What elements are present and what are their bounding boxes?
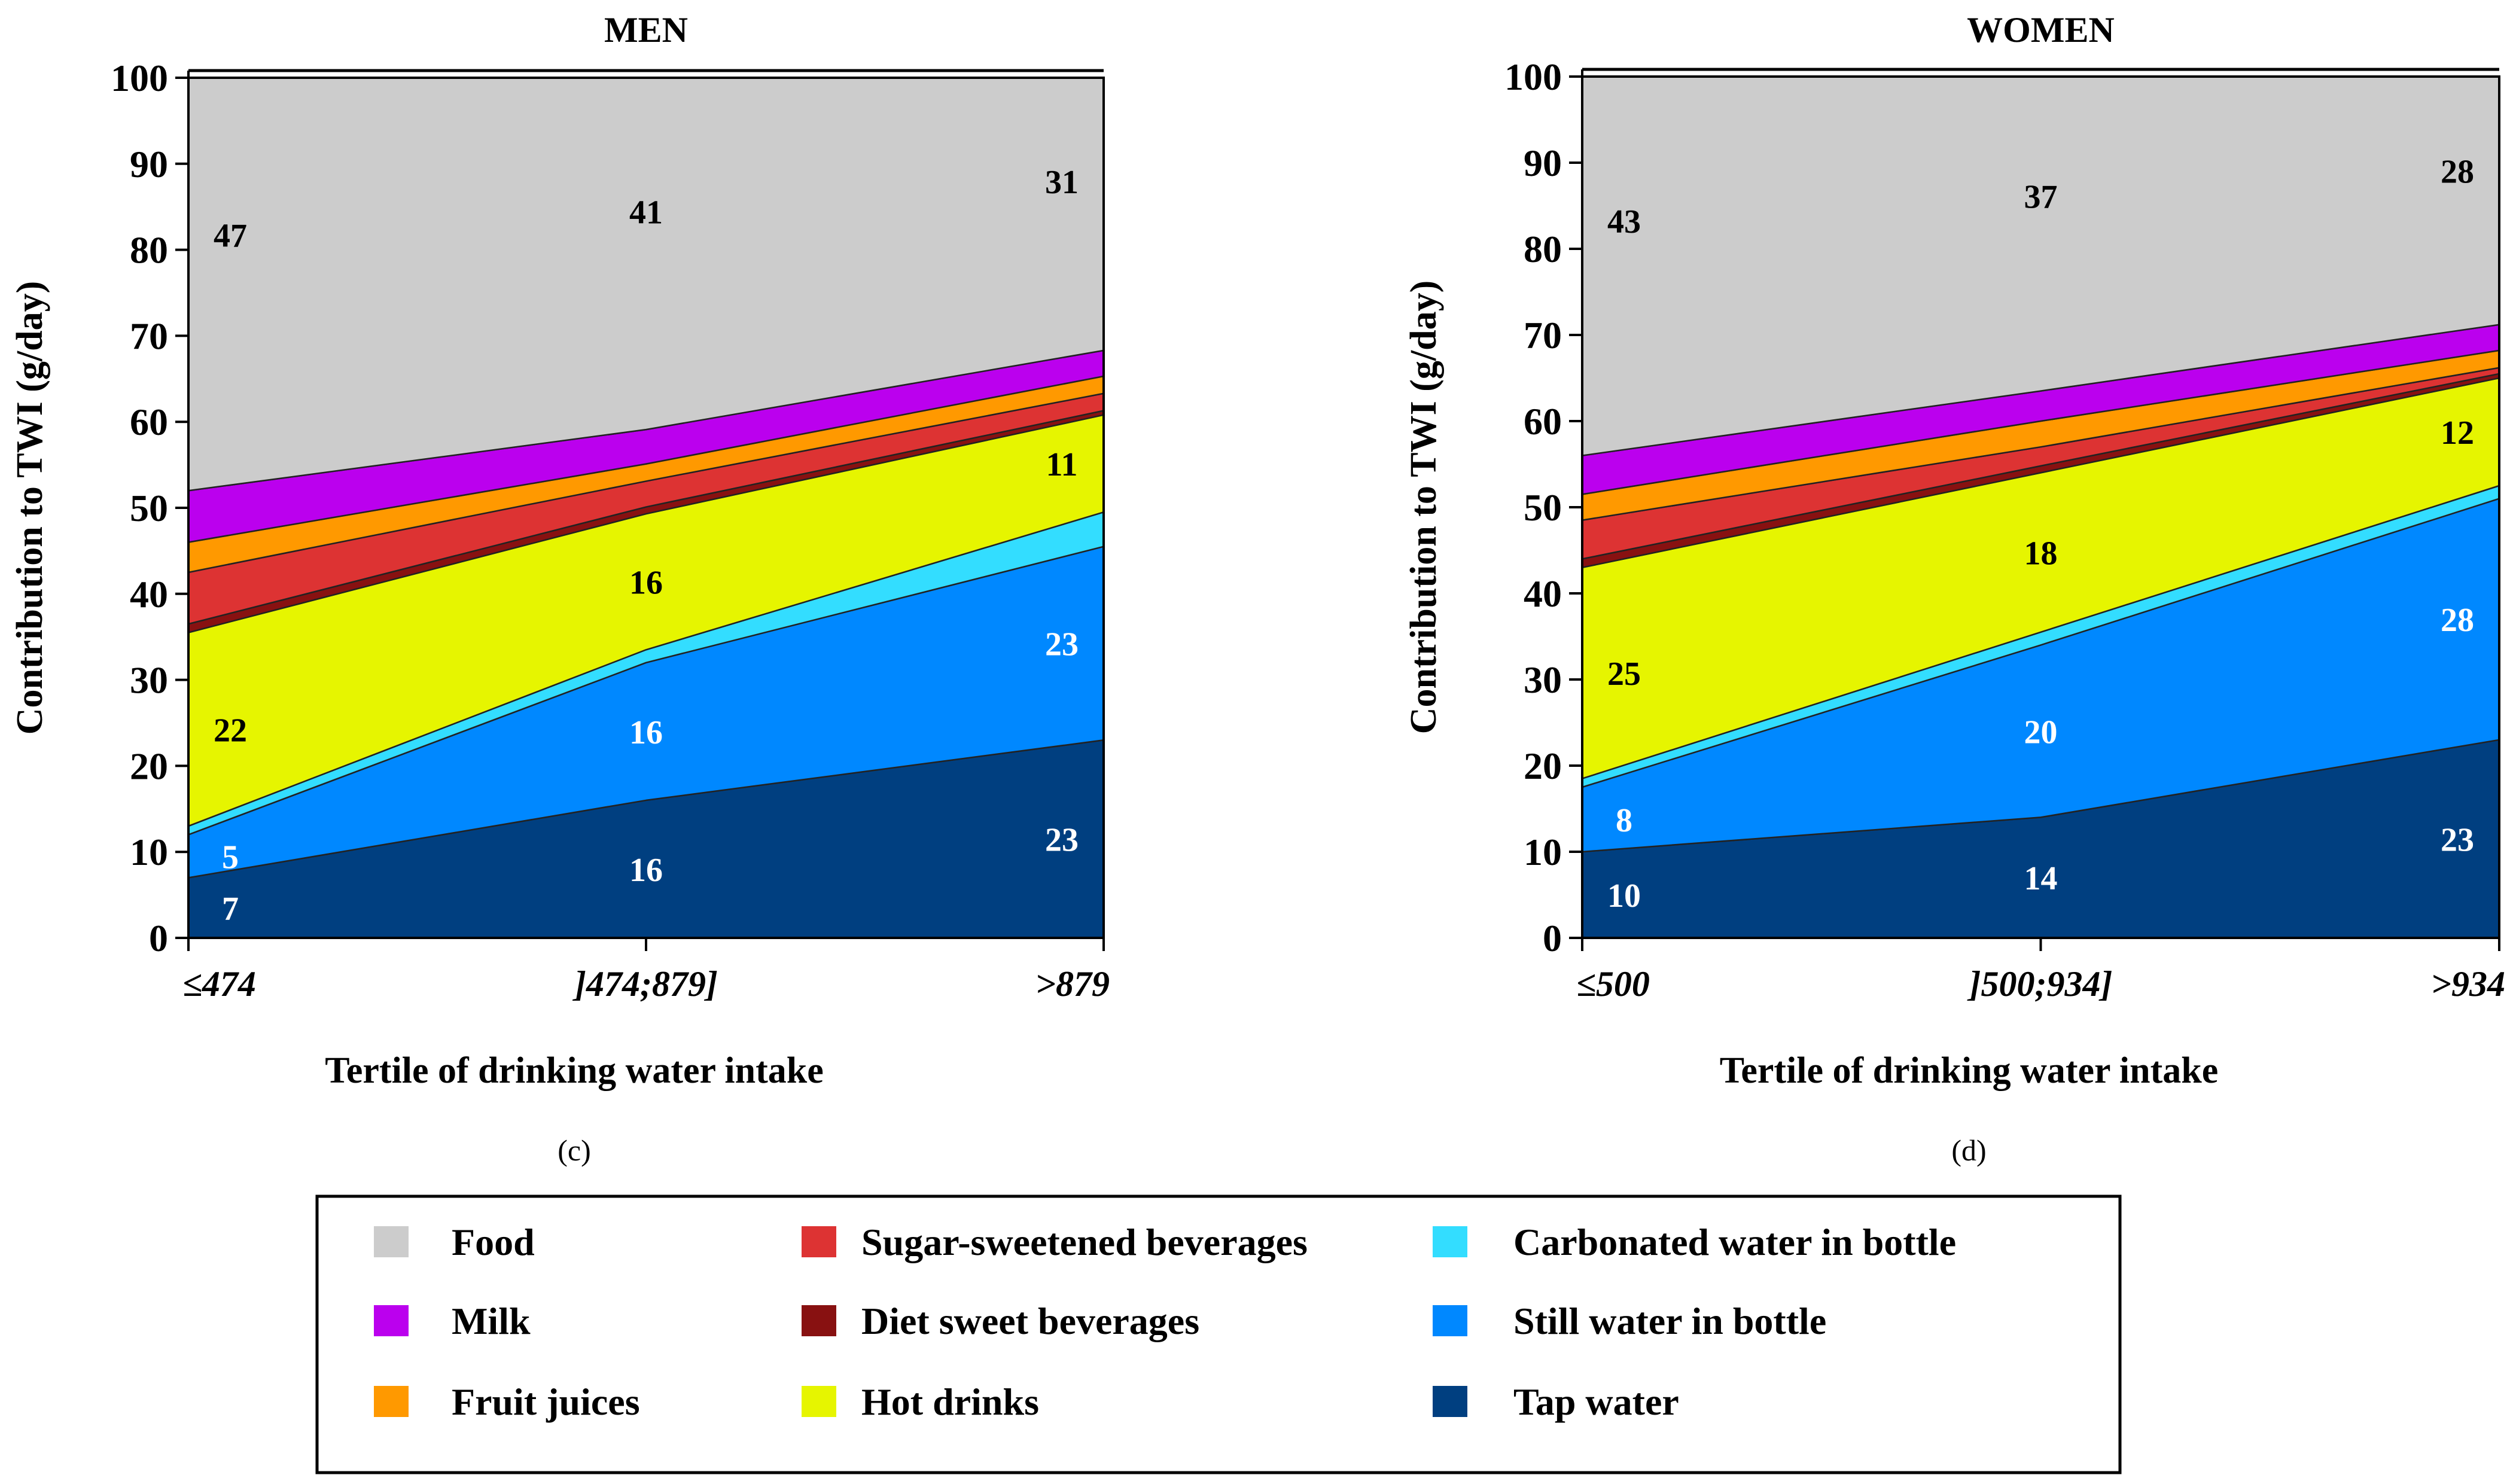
- y-axis-label: Contribution to TWI (g/day): [1403, 281, 1444, 734]
- data-label: 16: [629, 714, 663, 751]
- y-tick-label: 10: [130, 831, 168, 873]
- x-tick-label: >879: [1035, 964, 1110, 1004]
- legend-swatch: [374, 1386, 409, 1417]
- legend-swatch: [374, 1226, 409, 1257]
- y-tick-label: 20: [1524, 745, 1562, 787]
- legend: Food Milk Fruit juices Sugar-sweetened beve…: [315, 1194, 2122, 1474]
- data-label: 12: [2441, 415, 2474, 452]
- data-label: 8: [1616, 802, 1632, 839]
- y-tick-label: 70: [130, 315, 168, 357]
- y-tick-label: 50: [1524, 486, 1562, 529]
- legend-box: [315, 1194, 2122, 1474]
- y-axis: 0 10 20 30 40 50 60 70 80 90 100: [1504, 56, 1583, 959]
- x-axis-label: Tertile of drinking water intake: [1720, 1050, 2219, 1091]
- data-label: 25: [1607, 656, 1641, 693]
- legend-swatch: [374, 1305, 409, 1336]
- y-axis-label: Contribution to TWI (g/day): [10, 281, 50, 735]
- legend-item-diet-sweet-beverages: Diet sweet beverages: [802, 1300, 1199, 1342]
- legend-label: Carbonated water in bottle: [1513, 1221, 1956, 1263]
- x-axis: ≤474 ]474;879] >879: [182, 938, 1110, 1004]
- data-label: 7: [222, 891, 239, 928]
- y-tick-label: 10: [1524, 831, 1562, 873]
- x-tick-label: ]500;934]: [1967, 964, 2113, 1004]
- legend-label: Diet sweet beverages: [861, 1300, 1199, 1342]
- legend-label: Still water in bottle: [1513, 1300, 1826, 1342]
- data-label: 5: [222, 839, 239, 876]
- data-label: 47: [214, 217, 247, 254]
- y-tick-label: 80: [1524, 228, 1562, 270]
- y-tick-label: 30: [130, 659, 168, 702]
- data-label: 16: [629, 565, 663, 602]
- y-tick-label: 0: [1543, 917, 1562, 959]
- legend-swatch: [802, 1226, 836, 1257]
- data-label: 41: [629, 194, 663, 231]
- y-tick-label: 40: [1524, 572, 1562, 615]
- legend-label: Milk: [452, 1300, 531, 1342]
- legend-label: Tap water: [1513, 1381, 1679, 1423]
- x-tick-label: ≤500: [1576, 964, 1650, 1004]
- legend-swatch: [1433, 1226, 1467, 1257]
- legend-label: Sugar-sweetened beverages: [861, 1221, 1308, 1263]
- legend-swatch: [802, 1305, 836, 1336]
- data-label: 31: [1045, 164, 1079, 201]
- legend-label: Hot drinks: [861, 1381, 1039, 1423]
- data-label: 37: [2024, 179, 2058, 216]
- y-tick-label: 80: [130, 229, 168, 272]
- legend-swatch: [802, 1386, 836, 1417]
- x-tick-label: ]474;879]: [572, 964, 718, 1004]
- y-tick-label: 40: [130, 573, 168, 615]
- data-label: 23: [1045, 822, 1079, 859]
- y-tick-label: 30: [1524, 659, 1562, 701]
- y-tick-label: 20: [130, 745, 168, 787]
- y-tick-label: 100: [1504, 56, 1562, 98]
- y-tick-label: 50: [130, 487, 168, 529]
- y-tick-label: 90: [130, 143, 168, 185]
- data-label: 43: [1607, 203, 1641, 240]
- legend-item-carbonated-water-in-bottle: Carbonated water in bottle: [1433, 1221, 1956, 1263]
- y-tick-label: 100: [111, 57, 168, 99]
- y-tick-label: 0: [149, 917, 168, 959]
- chart-panel-women: 10 14 23 8 20 28 25 18 12 43 37 28 0 10 20 30 40 50 60 70 8…: [1403, 10, 2505, 1167]
- legend-item-food: Food: [374, 1221, 535, 1263]
- chart-title: WOMEN: [1967, 10, 2115, 50]
- data-label: 18: [2024, 535, 2058, 572]
- data-label: 20: [2024, 714, 2058, 751]
- x-tick-label: >934: [2431, 964, 2505, 1004]
- panel-caption: (d): [1951, 1133, 1986, 1167]
- legend-item-hot-drinks: Hot drinks: [802, 1381, 1039, 1423]
- legend-item-tap-water: Tap water: [1433, 1381, 1679, 1423]
- y-axis: 0 10 20 30 40 50 60 70 80 90 100: [111, 57, 190, 959]
- data-label: 10: [1607, 877, 1641, 915]
- chart-panel-men: 7 16 23 5 16 23 22 16 11 47 41 31 0 10 20 30 40 50 60 70 80…: [10, 10, 1110, 1167]
- panel-caption: (c): [558, 1133, 591, 1167]
- data-label: 14: [2024, 860, 2058, 897]
- data-label: 28: [2441, 602, 2474, 639]
- legend-swatch: [1433, 1305, 1467, 1336]
- data-label: 28: [2441, 154, 2474, 191]
- x-axis-label: Tertile of drinking water intake: [325, 1050, 824, 1091]
- legend-item-fruit-juices: Fruit juices: [374, 1381, 640, 1423]
- y-tick-label: 60: [1524, 400, 1562, 443]
- legend-label: Fruit juices: [452, 1381, 640, 1423]
- legend-item-milk: Milk: [374, 1300, 531, 1342]
- legend-item-still-water-in-bottle: Still water in bottle: [1433, 1300, 1826, 1342]
- legend-item-sugar-sweetened-beverages: Sugar-sweetened beverages: [802, 1221, 1308, 1263]
- data-label: 11: [1046, 446, 1078, 483]
- chart-title: MEN: [604, 10, 688, 50]
- legend-swatch: [1433, 1386, 1467, 1417]
- legend-label: Food: [452, 1221, 535, 1263]
- data-label: 23: [2441, 821, 2474, 858]
- x-tick-label: ≤474: [182, 964, 256, 1004]
- y-tick-label: 70: [1524, 314, 1562, 356]
- data-label: 23: [1045, 626, 1079, 663]
- y-tick-label: 60: [130, 401, 168, 443]
- data-label: 16: [629, 852, 663, 889]
- y-tick-label: 90: [1524, 142, 1562, 184]
- data-label: 22: [214, 712, 247, 749]
- x-axis: ≤500 ]500;934] >934: [1576, 938, 2505, 1004]
